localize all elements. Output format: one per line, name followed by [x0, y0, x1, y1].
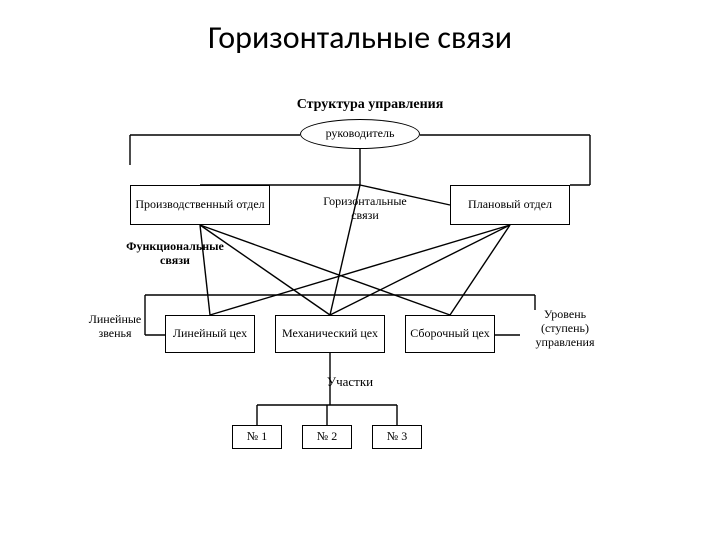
section-3-node: № 3 — [372, 425, 422, 449]
line-shop-node: Линейный цех — [165, 315, 255, 353]
planning-dept-node: Плановый отдел — [450, 185, 570, 225]
section-2-node: № 2 — [302, 425, 352, 449]
sections-label: Участки — [300, 375, 400, 393]
functional-links-label: Функциональные связи — [115, 240, 235, 270]
production-dept-node: Производственный отдел — [130, 185, 270, 225]
level-mgmt-label: Уровень (ступень) управления — [520, 308, 610, 356]
leader-node: руководитель — [300, 119, 420, 149]
linear-links-label: Линейные звенья — [75, 313, 155, 345]
horizontal-links-label: Горизонтальные связи — [300, 195, 430, 225]
assembly-shop-node: Сборочный цех — [405, 315, 495, 353]
section-1-node: № 1 — [232, 425, 282, 449]
mechanical-shop-node: Механический цех — [275, 315, 385, 353]
org-diagram: Структура управления руководитель Произв… — [0, 65, 720, 525]
structure-title-label: Структура управления — [270, 97, 470, 115]
slide-title: Горизонтальные связи — [0, 0, 720, 65]
